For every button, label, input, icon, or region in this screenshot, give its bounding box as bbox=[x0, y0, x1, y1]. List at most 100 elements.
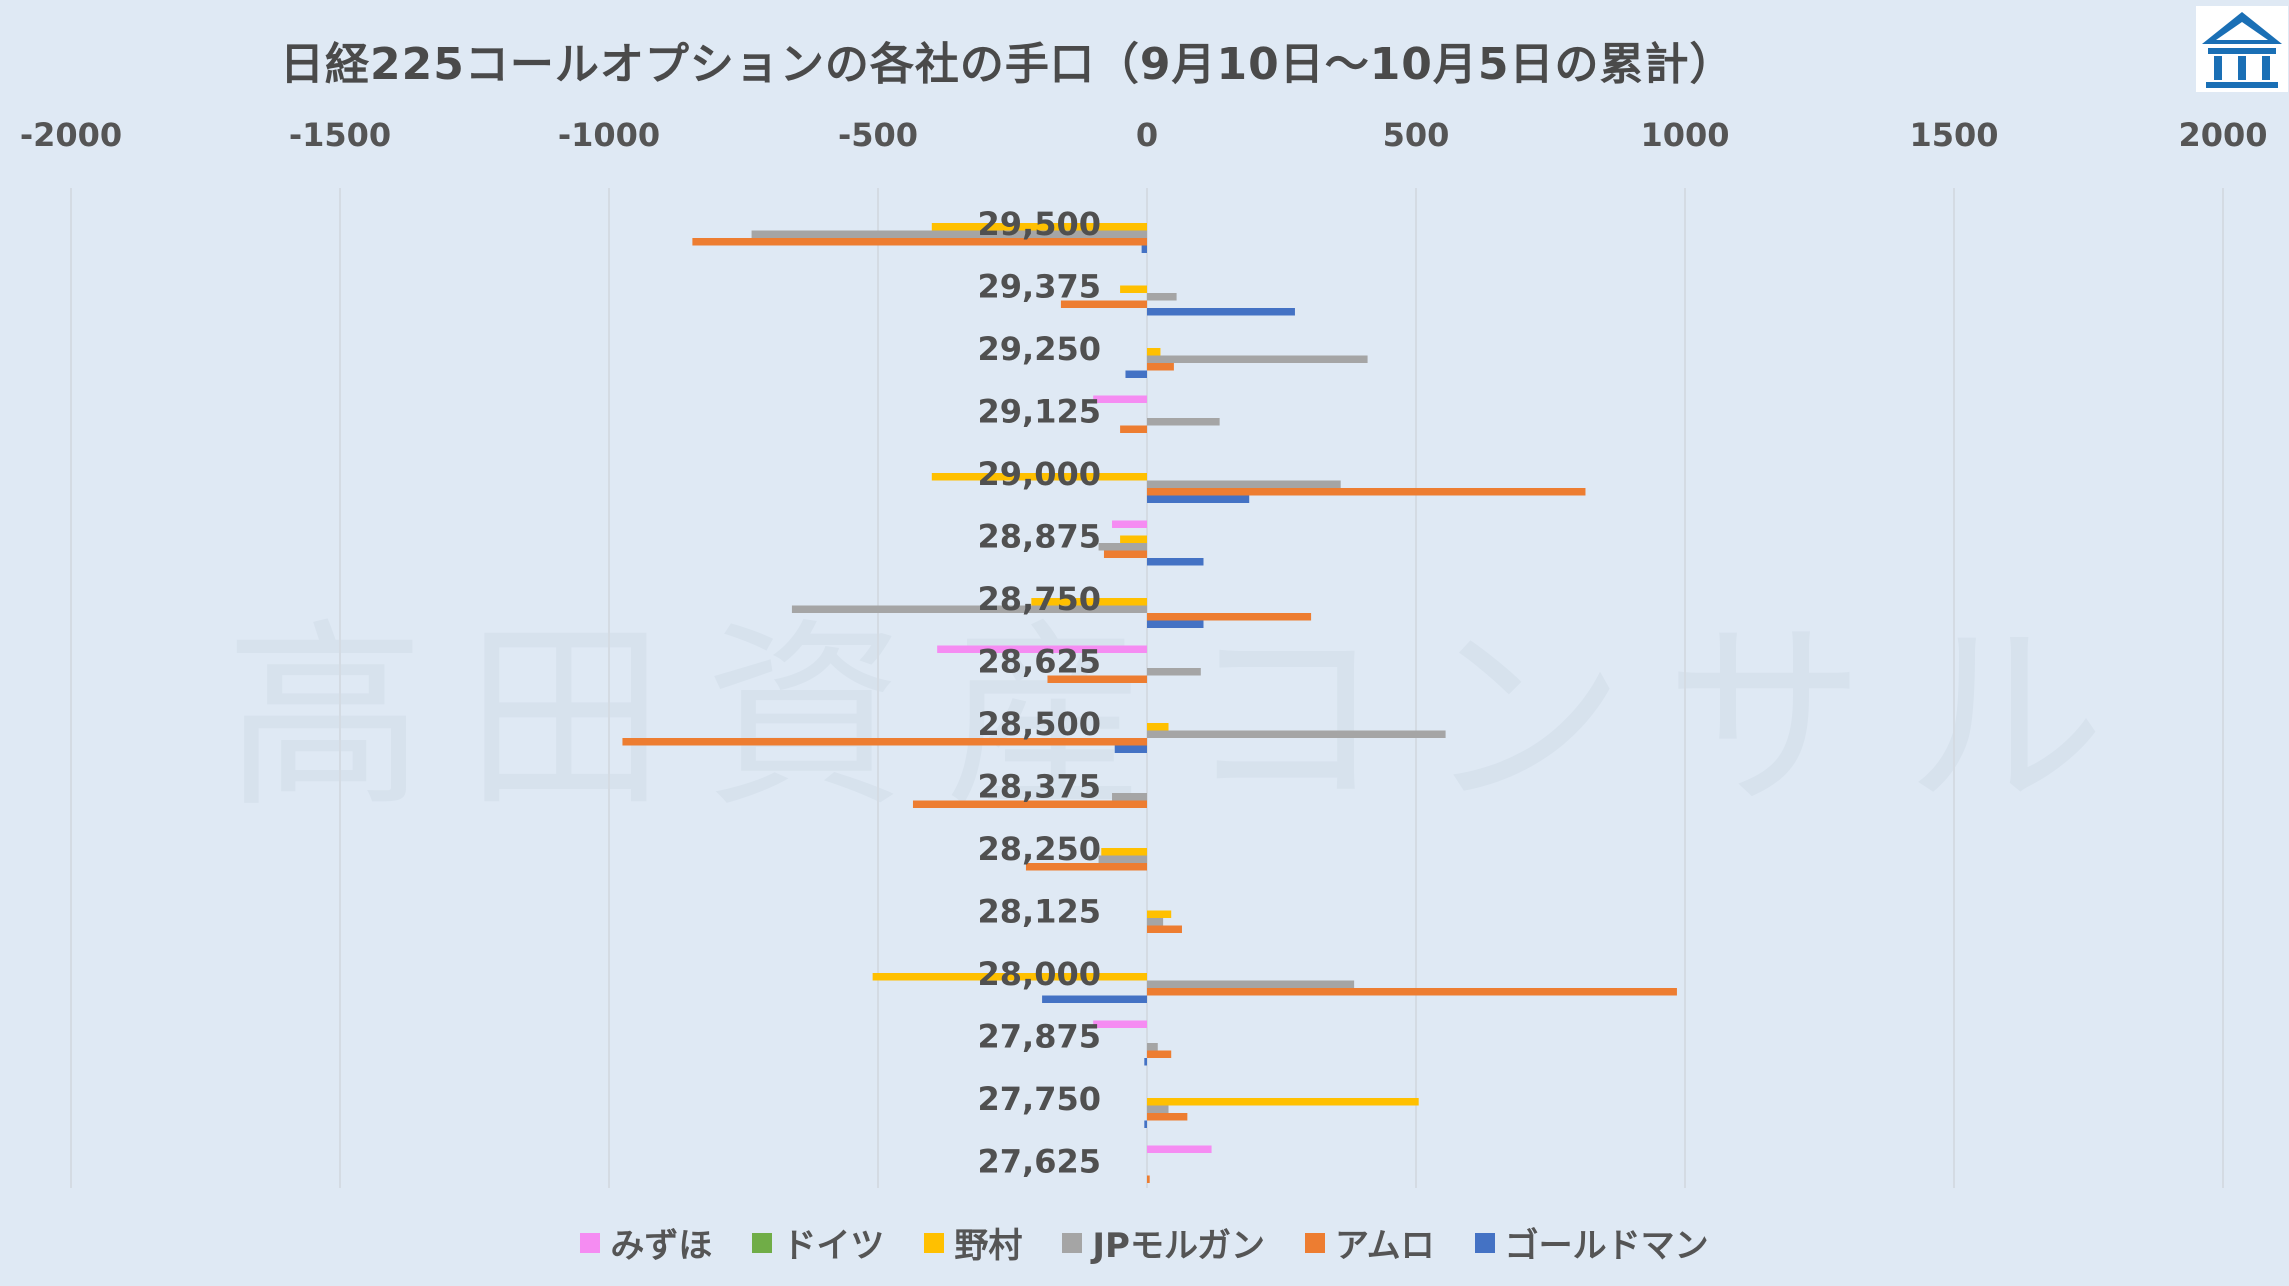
bar-みずほ bbox=[1112, 520, 1147, 528]
category-label: 28,750 bbox=[978, 580, 1101, 618]
chart-plot: -2000 -1500 -1000 -500 0 500 1000 1500 2000 29,5… bbox=[20, 116, 2268, 1188]
bar-アムロ bbox=[1047, 675, 1147, 683]
category-labels: 29,500 29,375 29,250 29,125 29,000 28,875 28,7… bbox=[978, 205, 1101, 1181]
bar-みずほ bbox=[1093, 1020, 1147, 1028]
bar-みずほ bbox=[1147, 1145, 1212, 1153]
bar-JPモルガン bbox=[1147, 480, 1341, 488]
bar-アムロ bbox=[1147, 488, 1586, 496]
bar-JPモルガン bbox=[791, 605, 1147, 613]
bar-みずほ bbox=[1093, 395, 1147, 403]
bar-JPモルガン bbox=[1147, 293, 1177, 301]
x-tick-label: 500 bbox=[1383, 116, 1450, 154]
category-label: 28,250 bbox=[978, 830, 1101, 868]
legend-label: ドイツ bbox=[782, 1226, 885, 1266]
legend-label: みずほ bbox=[610, 1226, 713, 1266]
bar-野村 bbox=[1120, 535, 1147, 543]
bar-JPモルガン bbox=[1112, 793, 1147, 801]
bar-野村 bbox=[1147, 348, 1161, 356]
category-label: 28,875 bbox=[978, 518, 1101, 556]
bar-アムロ bbox=[692, 238, 1147, 246]
grid-lines bbox=[70, 188, 2224, 1188]
category-label: 28,625 bbox=[978, 643, 1101, 681]
bar-野村 bbox=[1101, 848, 1147, 856]
x-tick-label: 0 bbox=[1136, 116, 1158, 154]
bar-ゴールドマン bbox=[1141, 245, 1147, 253]
category-label: 29,250 bbox=[978, 330, 1101, 368]
bar-JPモルガン bbox=[1147, 1043, 1158, 1051]
bar-アムロ bbox=[1147, 1113, 1188, 1121]
x-tick-label: 1000 bbox=[1640, 116, 1729, 154]
bar-アムロ bbox=[1147, 613, 1312, 621]
legend-item: アムロ bbox=[1304, 1218, 1435, 1267]
x-tick-labels: -2000 -1500 -1000 -500 0 500 1000 1500 2000 bbox=[20, 116, 2268, 154]
bar-アムロ bbox=[1147, 1050, 1172, 1058]
bar-JPモルガン bbox=[1147, 668, 1201, 676]
legend-label: アムロ bbox=[1334, 1226, 1435, 1266]
legend-item: ドイツ bbox=[752, 1218, 884, 1267]
logo-icon bbox=[2202, 12, 2282, 88]
category-label: 28,125 bbox=[978, 893, 1101, 931]
category-label: 28,500 bbox=[978, 705, 1101, 743]
bar-野村 bbox=[1120, 285, 1147, 293]
x-tick-label: -1500 bbox=[289, 116, 391, 154]
bar-アムロ bbox=[1147, 1175, 1150, 1183]
category-label: 29,000 bbox=[978, 455, 1101, 493]
bar-アムロ bbox=[1060, 300, 1147, 308]
bars bbox=[622, 223, 1677, 1183]
bar-アムロ bbox=[622, 738, 1147, 746]
legend-label: ゴールドマン bbox=[1504, 1226, 1709, 1266]
bar-アムロ bbox=[912, 800, 1147, 808]
bar-JPモルガン bbox=[1147, 1105, 1169, 1113]
category-label: 27,750 bbox=[978, 1080, 1101, 1118]
bar-アムロ bbox=[1103, 550, 1147, 558]
legend-swatch bbox=[1304, 1232, 1325, 1253]
watermark: 高田資産コンサル bbox=[225, 602, 2146, 835]
category-label: 27,625 bbox=[978, 1143, 1101, 1181]
bar-ゴールドマン bbox=[1147, 308, 1295, 316]
category-label: 27,875 bbox=[978, 1018, 1101, 1056]
bar-ゴールドマン bbox=[1147, 495, 1250, 503]
bar-ゴールドマン bbox=[1042, 995, 1147, 1003]
bar-JPモルガン bbox=[1098, 543, 1147, 551]
bar-ゴールドマン bbox=[1125, 370, 1147, 378]
legend-item: JPモルガン bbox=[1062, 1218, 1265, 1267]
x-tick-label: -500 bbox=[838, 116, 918, 154]
category-label: 28,375 bbox=[978, 768, 1101, 806]
bar-アムロ bbox=[1147, 988, 1677, 996]
legend-swatch bbox=[580, 1232, 601, 1253]
bar-野村 bbox=[1147, 723, 1169, 731]
legend-swatch bbox=[1474, 1232, 1495, 1253]
legend-item: ゴールドマン bbox=[1474, 1218, 1709, 1267]
category-label: 29,500 bbox=[978, 205, 1101, 243]
x-tick-label: 1500 bbox=[1909, 116, 1998, 154]
bar-JPモルガン bbox=[1098, 855, 1147, 863]
bar-アムロ bbox=[1120, 425, 1147, 433]
x-tick-label: -1000 bbox=[558, 116, 660, 154]
bar-JPモルガン bbox=[1147, 418, 1220, 426]
category-label: 28,000 bbox=[978, 955, 1101, 993]
legend-item: 野村 bbox=[924, 1218, 1022, 1267]
x-tick-label: -2000 bbox=[20, 116, 122, 154]
bar-野村 bbox=[1147, 910, 1172, 918]
bar-ゴールドマン bbox=[1147, 558, 1204, 566]
bar-野村 bbox=[1031, 598, 1147, 606]
bar-アムロ bbox=[1025, 863, 1147, 871]
legend-item: みずほ bbox=[580, 1218, 712, 1267]
bar-野村 bbox=[931, 473, 1147, 481]
bar-ゴールドマン bbox=[1114, 745, 1147, 753]
bar-JPモルガン bbox=[1147, 730, 1446, 738]
bar-JPモルガン bbox=[1147, 980, 1355, 988]
legend-swatch bbox=[924, 1232, 945, 1253]
bar-アムロ bbox=[1147, 363, 1174, 371]
bar-野村 bbox=[872, 973, 1147, 981]
category-label: 29,125 bbox=[978, 393, 1101, 431]
bar-JPモルガン bbox=[751, 230, 1147, 238]
bar-みずほ bbox=[937, 645, 1147, 653]
bar-JPモルガン bbox=[1147, 918, 1164, 926]
category-label: 29,375 bbox=[978, 268, 1101, 306]
legend-swatch bbox=[1062, 1232, 1083, 1253]
bar-ゴールドマン bbox=[1144, 1058, 1147, 1066]
legend-swatch bbox=[752, 1232, 773, 1253]
x-tick-label: 2000 bbox=[2178, 116, 2267, 154]
legend-label: JPモルガン bbox=[1092, 1226, 1265, 1266]
